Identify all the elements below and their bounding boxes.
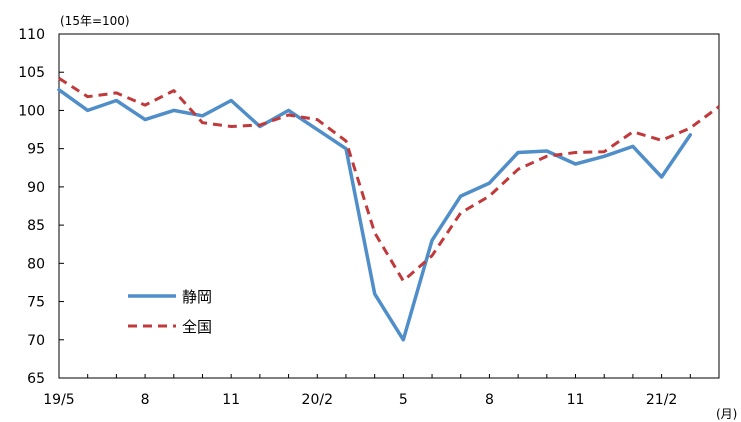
legend-label: 静岡 <box>182 288 212 306</box>
x-tick-label: 5 <box>399 392 408 408</box>
x-tick-label: 21/2 <box>646 392 677 408</box>
series-line-0 <box>57 88 693 342</box>
y-tick-label: 75 <box>27 295 45 311</box>
y-tick-label: 85 <box>27 218 45 234</box>
y-axis: 65 70 75 80 85 90 95 100 105 110 <box>18 27 64 387</box>
y-tick-label: 80 <box>27 256 45 272</box>
legend-label: 全国 <box>182 318 212 336</box>
x-tick-label: 11 <box>222 392 240 408</box>
plot-area-frame <box>58 33 720 379</box>
series-line-1 <box>58 77 720 283</box>
y-tick-label: 65 <box>27 371 45 387</box>
y-tick-label: 110 <box>18 27 45 43</box>
x-axis: 19/5 8 11 20/2 5 8 11 21/2 <box>43 374 720 408</box>
x-unit-label: (月) <box>716 407 738 421</box>
x-tick-label: 20/2 <box>302 392 333 408</box>
y-tick-label: 100 <box>18 103 45 119</box>
x-tick-label: 19/5 <box>43 392 74 408</box>
y-tick-label: 90 <box>27 180 45 196</box>
y-tick-label: 105 <box>18 65 45 81</box>
x-tick-label: 8 <box>141 392 150 408</box>
x-tick-label: 8 <box>485 392 494 408</box>
series-layer <box>57 77 720 342</box>
y-tick-label: 95 <box>27 142 45 158</box>
y-unit-label: (15年=100) <box>60 14 130 28</box>
x-tick-label: 11 <box>567 392 585 408</box>
y-tick-label: 70 <box>27 333 45 349</box>
